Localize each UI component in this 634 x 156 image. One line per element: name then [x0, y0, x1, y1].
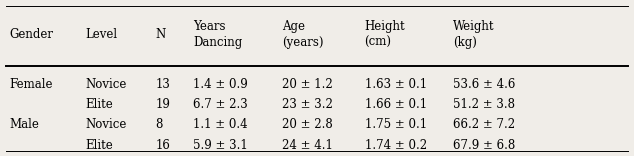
- Text: Age
(years): Age (years): [282, 20, 323, 49]
- Text: Male: Male: [10, 118, 39, 131]
- Text: 20 ± 1.2: 20 ± 1.2: [282, 78, 333, 91]
- Text: 66.2 ± 7.2: 66.2 ± 7.2: [453, 118, 515, 131]
- Text: 51.2 ± 3.8: 51.2 ± 3.8: [453, 98, 515, 111]
- Text: 5.9 ± 3.1: 5.9 ± 3.1: [193, 139, 248, 152]
- Text: 24 ± 4.1: 24 ± 4.1: [282, 139, 333, 152]
- Text: N: N: [155, 28, 165, 41]
- Text: Years
Dancing: Years Dancing: [193, 20, 243, 49]
- Text: Elite: Elite: [86, 98, 113, 111]
- Text: Weight
(kg): Weight (kg): [453, 20, 495, 49]
- Text: 1.75 ± 0.1: 1.75 ± 0.1: [365, 118, 427, 131]
- Text: 6.7 ± 2.3: 6.7 ± 2.3: [193, 98, 248, 111]
- Text: 20 ± 2.8: 20 ± 2.8: [282, 118, 333, 131]
- Text: Novice: Novice: [86, 78, 127, 91]
- Text: 1.63 ± 0.1: 1.63 ± 0.1: [365, 78, 427, 91]
- Text: 19: 19: [155, 98, 170, 111]
- Text: 1.74 ± 0.2: 1.74 ± 0.2: [365, 139, 427, 152]
- Text: 1.1 ± 0.4: 1.1 ± 0.4: [193, 118, 248, 131]
- Text: 23 ± 3.2: 23 ± 3.2: [282, 98, 333, 111]
- Text: 13: 13: [155, 78, 170, 91]
- Text: Height
(cm): Height (cm): [365, 20, 405, 49]
- Text: Female: Female: [10, 78, 53, 91]
- Text: Gender: Gender: [10, 28, 53, 41]
- Text: 1.4 ± 0.9: 1.4 ± 0.9: [193, 78, 248, 91]
- Text: Elite: Elite: [86, 139, 113, 152]
- Text: Level: Level: [86, 28, 118, 41]
- Text: Novice: Novice: [86, 118, 127, 131]
- Text: 53.6 ± 4.6: 53.6 ± 4.6: [453, 78, 515, 91]
- Text: 16: 16: [155, 139, 170, 152]
- Text: 1.66 ± 0.1: 1.66 ± 0.1: [365, 98, 427, 111]
- Text: 8: 8: [155, 118, 163, 131]
- Text: 67.9 ± 6.8: 67.9 ± 6.8: [453, 139, 515, 152]
